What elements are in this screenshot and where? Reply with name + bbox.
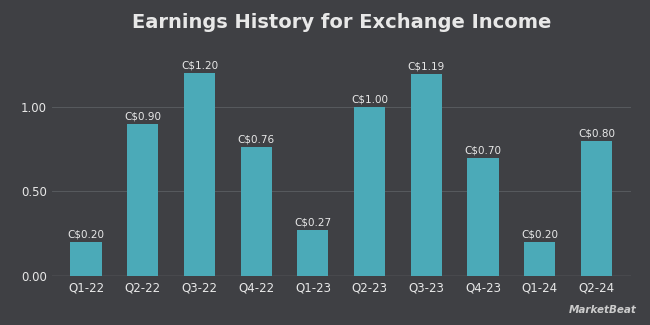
Text: C$0.20: C$0.20	[68, 230, 105, 240]
Text: C$0.90: C$0.90	[124, 111, 161, 121]
Text: C$1.19: C$1.19	[408, 62, 445, 72]
Title: Earnings History for Exchange Income: Earnings History for Exchange Income	[131, 13, 551, 32]
Text: C$0.76: C$0.76	[238, 135, 275, 145]
Text: C$0.70: C$0.70	[465, 145, 502, 155]
Bar	[70, 242, 101, 276]
Text: C$0.20: C$0.20	[521, 230, 558, 240]
Text: C$1.00: C$1.00	[351, 94, 388, 104]
Bar	[240, 147, 272, 276]
Text: C$1.20: C$1.20	[181, 60, 218, 70]
Text: MarketBeat: MarketBeat	[569, 305, 637, 315]
Text: C$0.27: C$0.27	[294, 218, 332, 228]
Bar	[354, 107, 385, 276]
Bar	[127, 124, 159, 276]
Bar	[581, 141, 612, 276]
Bar	[184, 73, 215, 276]
Bar	[524, 242, 555, 276]
Bar	[411, 74, 442, 276]
Bar	[297, 230, 328, 276]
Text: C$0.80: C$0.80	[578, 128, 615, 138]
Bar	[467, 158, 499, 276]
